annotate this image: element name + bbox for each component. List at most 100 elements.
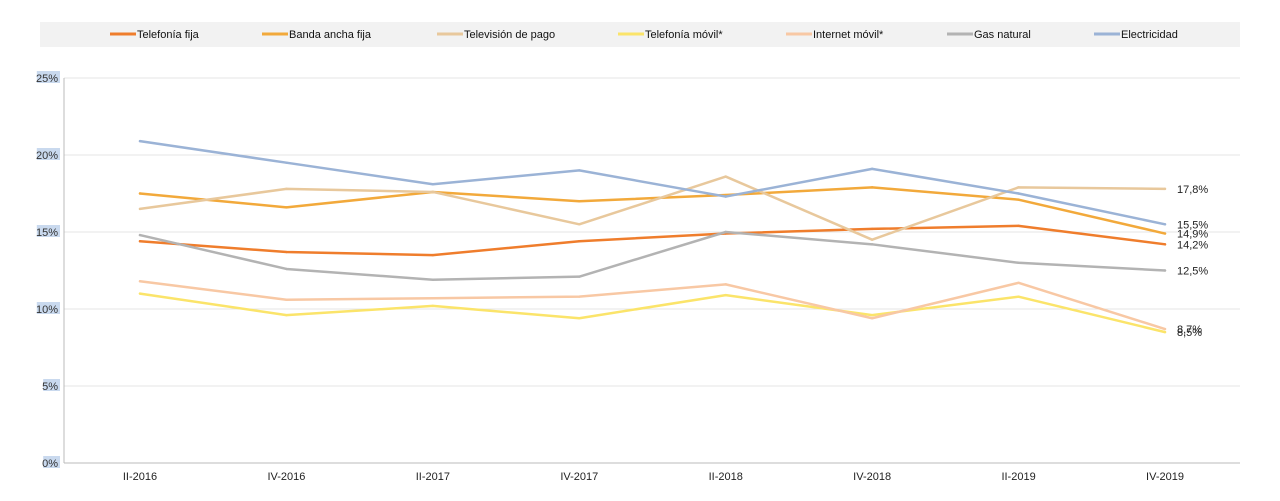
data-point xyxy=(1017,192,1020,195)
x-tick-label: IV-2018 xyxy=(853,471,891,483)
y-tick-label: 0% xyxy=(42,458,58,470)
series-line xyxy=(138,175,1167,241)
legend-item-label: Telefonía fija xyxy=(137,29,200,41)
data-point xyxy=(138,192,142,195)
x-tick-label: IV-2019 xyxy=(1146,471,1184,483)
data-point xyxy=(1163,187,1167,191)
y-tick-label: 5% xyxy=(42,381,58,393)
series-line xyxy=(138,139,1167,226)
data-point xyxy=(138,233,142,237)
data-point xyxy=(138,280,142,283)
x-tick-label: IV-2017 xyxy=(560,471,598,483)
end-value-label: 12,5% xyxy=(1177,266,1208,278)
legend-item-label: Electricidad xyxy=(1121,29,1178,41)
data-point xyxy=(870,317,874,320)
series-line xyxy=(138,292,1167,334)
data-point xyxy=(431,304,435,308)
data-point xyxy=(724,293,727,297)
series-line xyxy=(138,224,1167,257)
data-point xyxy=(138,292,142,295)
data-point xyxy=(285,187,288,191)
data-point xyxy=(1163,269,1167,272)
data-point xyxy=(870,167,874,171)
x-tick-label: IV-2016 xyxy=(267,471,305,483)
series-line xyxy=(138,230,1167,281)
x-tick-label: II-2017 xyxy=(416,471,450,483)
x-tick-label: II-2019 xyxy=(1001,471,1035,483)
y-tick-highlight xyxy=(36,225,60,237)
data-point xyxy=(431,183,435,186)
y-tick-highlight xyxy=(36,148,60,160)
y-tick-highlight xyxy=(43,379,60,391)
legend-item-label: Televisión de pago xyxy=(464,29,555,41)
data-point xyxy=(724,175,727,178)
end-labels: 14,2%14,9% 17,8% 8,5%8,7% 12,5% 15,5% xyxy=(1177,184,1208,339)
series-lines xyxy=(138,139,1167,334)
data-point xyxy=(1017,224,1020,228)
data-point xyxy=(431,190,435,194)
data-point xyxy=(431,297,435,300)
data-point xyxy=(285,206,288,209)
data-point xyxy=(285,161,288,164)
data-point xyxy=(138,240,142,243)
y-axis: 0% 5% 10% 15% 20% 25% xyxy=(36,71,60,470)
data-point xyxy=(578,169,581,172)
data-point xyxy=(578,317,581,320)
data-point xyxy=(578,275,581,278)
data-point xyxy=(285,313,288,317)
data-point xyxy=(870,227,874,231)
data-point xyxy=(578,200,581,203)
data-point xyxy=(1163,232,1167,235)
data-point xyxy=(870,238,874,241)
data-point xyxy=(870,313,874,317)
data-point xyxy=(1163,330,1167,334)
data-point xyxy=(1163,243,1167,246)
data-point xyxy=(1163,223,1167,226)
data-point xyxy=(724,195,727,198)
series-line xyxy=(138,186,1167,235)
end-value-label: 17,8% xyxy=(1177,184,1208,196)
end-value-label: 14,2% xyxy=(1177,239,1208,251)
data-point xyxy=(578,223,581,226)
grid-lines xyxy=(64,77,1240,387)
legend-item-label: Internet móvil* xyxy=(813,29,884,41)
legend: Telefonía fija Banda ancha fija Televisión… xyxy=(110,29,1178,41)
y-tick-highlight xyxy=(36,71,60,83)
y-tick-label: 10% xyxy=(36,304,58,316)
data-point xyxy=(431,253,435,257)
end-value-label: 15,5% xyxy=(1177,219,1208,231)
data-point xyxy=(285,250,288,254)
legend-item-label: Telefonía móvil* xyxy=(645,29,723,41)
legend-item-label: Gas natural xyxy=(974,29,1031,41)
end-value-label: 8,5% xyxy=(1177,327,1202,339)
data-point xyxy=(578,295,581,298)
data-point xyxy=(1017,281,1020,285)
x-axis: II-2016 IV-2016 II-2017 IV-2017 II-2018 IV-20… xyxy=(63,78,1240,483)
end-value-label: 14,9% xyxy=(1177,229,1208,241)
data-point xyxy=(285,298,288,301)
y-tick-highlight xyxy=(43,456,60,468)
y-tick-label: 25% xyxy=(36,73,58,85)
y-tick-label: 15% xyxy=(36,227,58,239)
x-tick-label: II-2016 xyxy=(123,471,157,483)
data-point xyxy=(1017,186,1020,189)
data-point xyxy=(724,230,727,234)
data-point xyxy=(870,243,874,246)
data-point xyxy=(1017,198,1020,201)
data-point xyxy=(724,283,727,286)
data-point xyxy=(138,139,142,143)
y-tick-label: 20% xyxy=(36,150,58,162)
legend-item-label: Banda ancha fija xyxy=(289,29,372,41)
series-line xyxy=(138,280,1167,331)
data-point xyxy=(1163,327,1167,331)
data-point xyxy=(578,240,581,243)
y-tick-highlight xyxy=(36,302,60,314)
data-point xyxy=(1017,295,1020,298)
x-tick-label: II-2018 xyxy=(709,471,743,483)
end-value-label: 8,7% xyxy=(1177,324,1202,336)
data-point xyxy=(870,186,874,189)
data-point xyxy=(138,207,142,211)
data-point xyxy=(285,267,288,271)
data-point xyxy=(1017,261,1020,264)
